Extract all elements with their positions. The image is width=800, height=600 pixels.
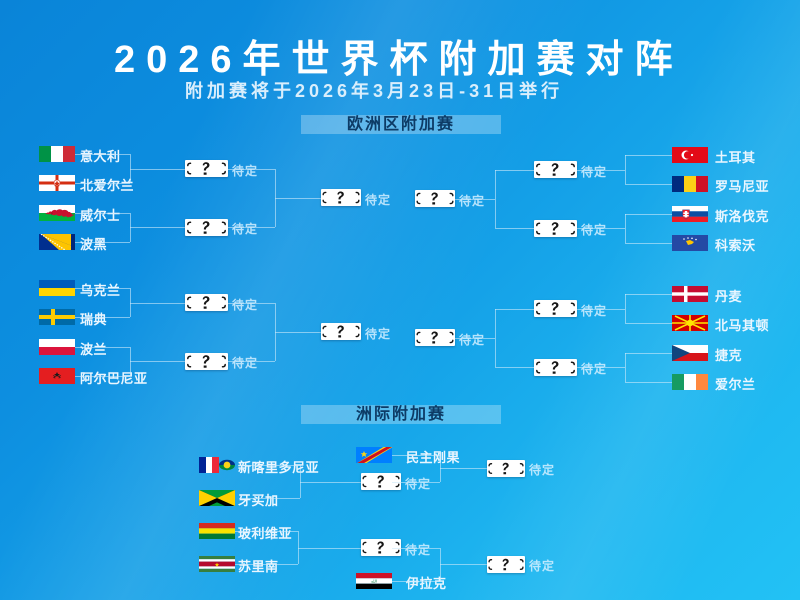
- svg-text:الله: الله: [371, 578, 377, 583]
